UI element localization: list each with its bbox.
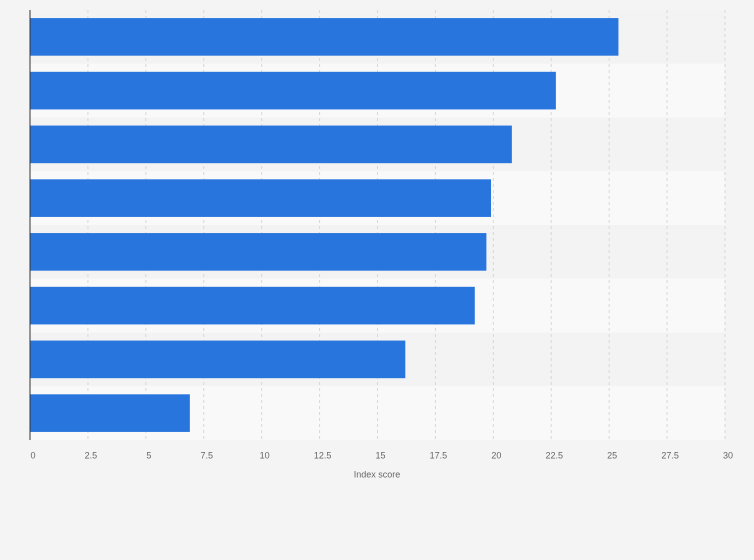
x-tick-label: 30 <box>723 450 733 460</box>
x-tick-label: 0 <box>30 450 35 460</box>
bar <box>30 340 406 379</box>
x-tick-label: 17.5 <box>430 450 448 460</box>
x-tick-label: 20 <box>491 450 501 460</box>
x-tick-label: 10 <box>260 450 270 460</box>
bar <box>30 286 475 325</box>
x-tick-label: 12.5 <box>314 450 332 460</box>
x-tick-label: 15 <box>375 450 385 460</box>
x-tick-label: 2.5 <box>85 450 98 460</box>
bar <box>30 394 190 432</box>
bar <box>30 179 492 217</box>
x-tick-label: 5 <box>146 450 151 460</box>
x-tick-label: 7.5 <box>200 450 213 460</box>
bar <box>30 18 619 56</box>
x-tick-label: 25 <box>607 450 617 460</box>
bar <box>30 71 556 110</box>
x-tick-label: 27.5 <box>661 450 679 460</box>
x-tick-label: 22.5 <box>545 450 563 460</box>
bar <box>30 233 487 271</box>
bar <box>30 125 512 164</box>
x-axis-title: Index score <box>354 469 401 479</box>
